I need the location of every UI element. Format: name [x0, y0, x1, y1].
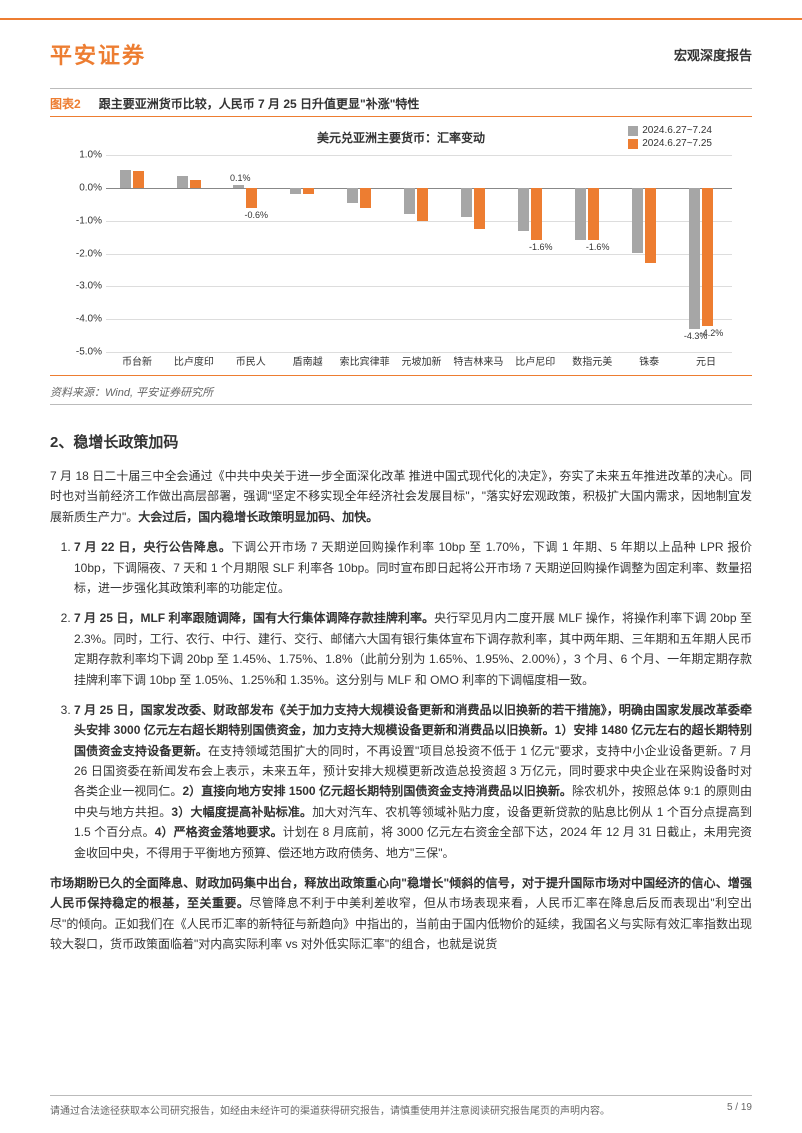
bar-series-b: [246, 188, 257, 208]
bar-value-label: -1.6%: [586, 242, 610, 252]
y-tick-label: -5.0%: [76, 347, 106, 358]
figure-title: 跟主要亚洲货币比较，人民币 7 月 25 日升值更显"补涨"特性: [99, 95, 420, 112]
legend-swatch: [628, 139, 638, 149]
paragraph: 市场期盼已久的全面降息、财政加码集中出台，释放出政策重心向"稳增长"倾斜的信号，…: [50, 873, 752, 955]
list-item: 7 月 25 日，国家发改委、财政部发布《关于加力支持大规模设备更新和消费品以旧…: [74, 700, 752, 863]
legend-label: 2024.6.27~7.25: [642, 138, 712, 149]
y-tick-label: 0.0%: [79, 182, 106, 193]
logo: 平安证券: [50, 38, 146, 70]
bar-series-b: [531, 188, 542, 241]
bar-series-b: [303, 188, 314, 195]
bar-value-label: -0.6%: [244, 210, 268, 220]
y-tick-label: -1.0%: [76, 215, 106, 226]
bar-series-b: [190, 180, 201, 188]
page-number: 5 / 19: [727, 1102, 752, 1117]
bar-series-a: [689, 188, 700, 329]
para-bold: 大会过后，国内稳增长政策明显加码、加快。: [138, 510, 378, 524]
bar-series-a: [461, 188, 472, 218]
x-category-label: 印尼卢比: [513, 356, 553, 366]
figure-source: 资料来源：Wind, 平安证券研究所: [50, 384, 752, 400]
y-tick-label: -4.0%: [76, 314, 106, 325]
bar-series-b: [360, 188, 371, 208]
bar-series-a: [290, 188, 301, 195]
chart-title: 美元兑亚洲主要货币：汇率变动: [317, 129, 485, 146]
page-header: 平安证券 宏观深度报告: [50, 38, 752, 70]
bar-value-label: 0.1%: [230, 173, 251, 183]
legend-label: 2024.6.27~7.24: [642, 125, 712, 136]
bar-series-b: [588, 188, 599, 241]
bar-series-b: [645, 188, 656, 264]
list-item: 7 月 25 日，MLF 利率跟随调降，国有大行集体调降存款挂牌利率。央行罕见月…: [74, 608, 752, 690]
bar-value-label: -1.6%: [529, 242, 553, 252]
legend-swatch: [628, 126, 638, 136]
header-right: 宏观深度报告: [674, 45, 752, 64]
bar-series-a: [404, 188, 415, 214]
bar-series-a: [120, 170, 131, 188]
item-bold: 3）大幅度提高补贴标准。: [171, 805, 312, 819]
page-footer: 请通过合法途径获取本公司研究报告，如经由未经许可的渠道获得研究报告，请慎重使用并…: [50, 1095, 752, 1117]
legend-item: 2024.6.27~7.24: [628, 125, 712, 136]
figure-number: 图表2: [50, 95, 81, 112]
x-category-label: 越南盾: [290, 356, 320, 366]
bar-chart: 美元兑亚洲主要货币：汇率变动 2024.6.27~7.24 2024.6.27~…: [50, 125, 752, 375]
x-category-label: 菲律宾比索: [337, 356, 387, 366]
bar-series-a: [177, 176, 188, 187]
bar-series-a: [233, 185, 244, 188]
item-bold: 2）直接向地方安排 1500 亿元超长期特别国债资金支持消费品以旧换新。: [182, 784, 572, 798]
x-category-label: 新台币: [119, 356, 149, 366]
y-tick-label: -2.0%: [76, 248, 106, 259]
list-item: 7 月 22 日，央行公告降息。下调公开市场 7 天期逆回购操作利率 10bp …: [74, 537, 752, 598]
item-bold: 4）严格资金落地要求。: [155, 825, 283, 839]
source-text: Wind, 平安证券研究所: [105, 387, 213, 399]
bar-series-b: [474, 188, 485, 229]
plot-area: -5.0%-4.0%-3.0%-2.0%-1.0%0.0%1.0%新台币印度卢比…: [106, 155, 732, 353]
x-category-label: 马来林吉特: [451, 356, 501, 366]
item-lead: 7 月 25 日，MLF 利率跟随调降，国有大行集体调降存款挂牌利率。: [74, 611, 434, 625]
x-category-label: 印度卢比: [171, 356, 211, 366]
bar-series-a: [518, 188, 529, 231]
x-category-label: 日元: [694, 356, 714, 366]
source-label: 资料来源：: [50, 387, 105, 399]
policy-ordered-list: 7 月 22 日，央行公告降息。下调公开市场 7 天期逆回购操作利率 10bp …: [50, 537, 752, 863]
bar-series-b: [417, 188, 428, 221]
bar-series-b: [702, 188, 713, 326]
legend-item: 2024.6.27~7.25: [628, 138, 712, 149]
chart-legend: 2024.6.27~7.24 2024.6.27~7.25: [628, 125, 712, 151]
x-category-label: 泰铢: [637, 356, 657, 366]
bar-series-b: [133, 171, 144, 187]
y-tick-label: -3.0%: [76, 281, 106, 292]
bar-value-label: -4.2%: [700, 328, 724, 338]
y-tick-label: 1.0%: [79, 150, 106, 161]
bar-series-a: [575, 188, 586, 241]
item-lead: 7 月 22 日，央行公告降息。: [74, 540, 232, 554]
x-category-label: 人民币: [233, 356, 263, 366]
bar-series-a: [632, 188, 643, 254]
paragraph: 7 月 18 日二十届三中全会通过《中共中央关于进一步全面深化改革 推进中国式现…: [50, 466, 752, 527]
figure-title-row: 图表2 跟主要亚洲货币比较，人民币 7 月 25 日升值更显"补涨"特性: [50, 95, 752, 112]
footer-text: 请通过合法途径获取本公司研究报告，如经由未经许可的渠道获得研究报告，请慎重使用并…: [50, 1102, 610, 1117]
x-category-label: 美元指数: [570, 356, 610, 366]
section-heading: 2、稳增长政策加码: [50, 431, 752, 452]
x-category-label: 新加坡元: [399, 356, 439, 366]
bar-series-a: [347, 188, 358, 203]
